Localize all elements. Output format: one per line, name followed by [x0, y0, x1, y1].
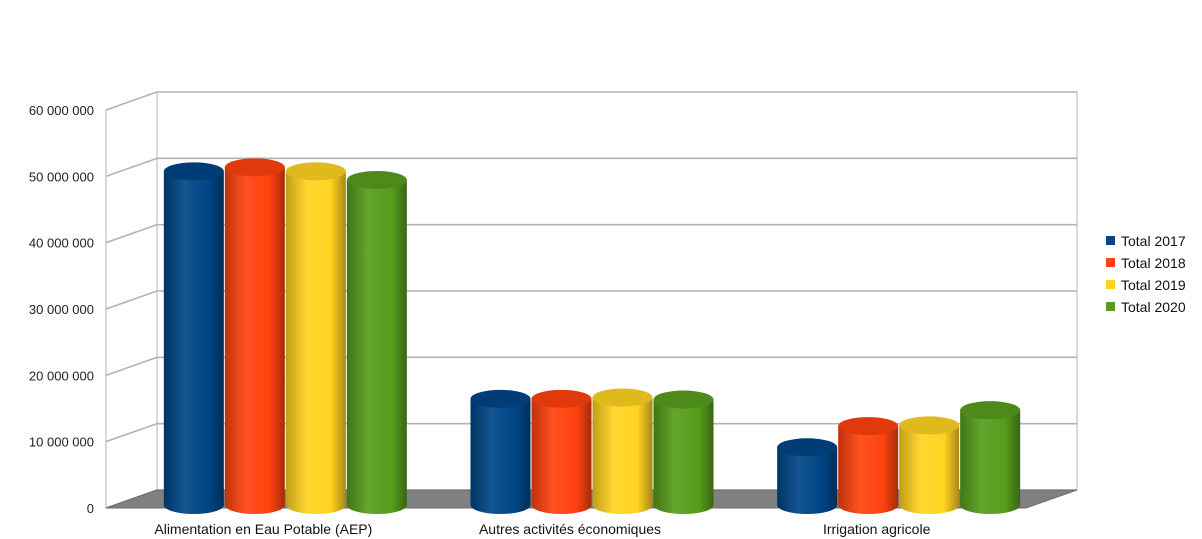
bar-body	[838, 426, 899, 514]
bar-body	[899, 425, 960, 514]
bar	[777, 438, 838, 514]
legend-label: Total 2018	[1121, 255, 1186, 271]
y-tick-label: 20 000 000	[29, 368, 94, 383]
y-tick-label: 60 000 000	[29, 103, 94, 118]
bar-top	[899, 416, 960, 435]
gridline	[105, 290, 1077, 310]
gridline	[105, 223, 1077, 244]
bar	[163, 162, 224, 515]
bar-body	[163, 171, 224, 515]
bar-body	[960, 410, 1021, 514]
bar	[470, 389, 531, 514]
bar-body	[285, 171, 346, 515]
legend-swatch	[1106, 258, 1115, 267]
bar-top	[592, 388, 653, 407]
bar	[653, 390, 714, 514]
gridline	[105, 356, 1077, 377]
bar-body	[224, 167, 285, 514]
x-tick-label: Alimentation en Eau Potable (AEP)	[154, 521, 372, 537]
gridline	[105, 157, 1077, 178]
bar-top	[777, 438, 838, 457]
bar-top	[470, 389, 531, 408]
x-axis: Alimentation en Eau Potable (AEP) Autres …	[154, 521, 930, 537]
bar-top	[163, 162, 224, 181]
bar-top	[653, 390, 714, 409]
legend-label: Total 2019	[1121, 277, 1186, 293]
y-tick-label: 50 000 000	[29, 169, 94, 184]
bar-body	[346, 179, 407, 514]
bar-body	[531, 398, 592, 514]
bar	[531, 389, 592, 514]
bar	[346, 170, 407, 514]
legend-swatch	[1106, 280, 1115, 289]
bar	[285, 162, 346, 515]
bar-top	[224, 158, 285, 177]
bar-body	[777, 447, 838, 514]
bars	[163, 158, 1021, 515]
x-tick-label: Irrigation agricole	[823, 521, 931, 537]
bar	[224, 158, 285, 514]
y-tick-label: 40 000 000	[29, 236, 94, 251]
gridline	[105, 422, 1077, 443]
legend-swatch	[1106, 302, 1115, 311]
bar-top	[960, 401, 1021, 420]
legend-label: Total 2017	[1121, 233, 1186, 249]
bar-body	[653, 399, 714, 514]
bar-top	[285, 162, 346, 181]
bar	[592, 388, 653, 514]
x-tick-label: Autres activités économiques	[479, 521, 661, 537]
legend-swatch	[1106, 236, 1115, 245]
y-axis: 0 10 000 000 20 000 000 30 000 000 40 000 00…	[29, 103, 94, 516]
gridline	[105, 91, 1077, 111]
y-tick-label: 0	[87, 501, 94, 516]
bar	[838, 417, 899, 514]
bar-top	[531, 389, 592, 408]
bar-top	[838, 417, 899, 436]
bar-top	[346, 170, 407, 189]
bar-body	[470, 398, 531, 514]
bar-body	[592, 397, 653, 514]
legend: Total 2017 Total 2018 Total 2019 Total 2020	[1106, 233, 1186, 315]
y-tick-label: 30 000 000	[29, 302, 94, 317]
legend-label: Total 2020	[1121, 299, 1186, 315]
bar	[899, 416, 960, 514]
y-tick-label: 10 000 000	[29, 435, 94, 450]
bar	[960, 401, 1021, 514]
